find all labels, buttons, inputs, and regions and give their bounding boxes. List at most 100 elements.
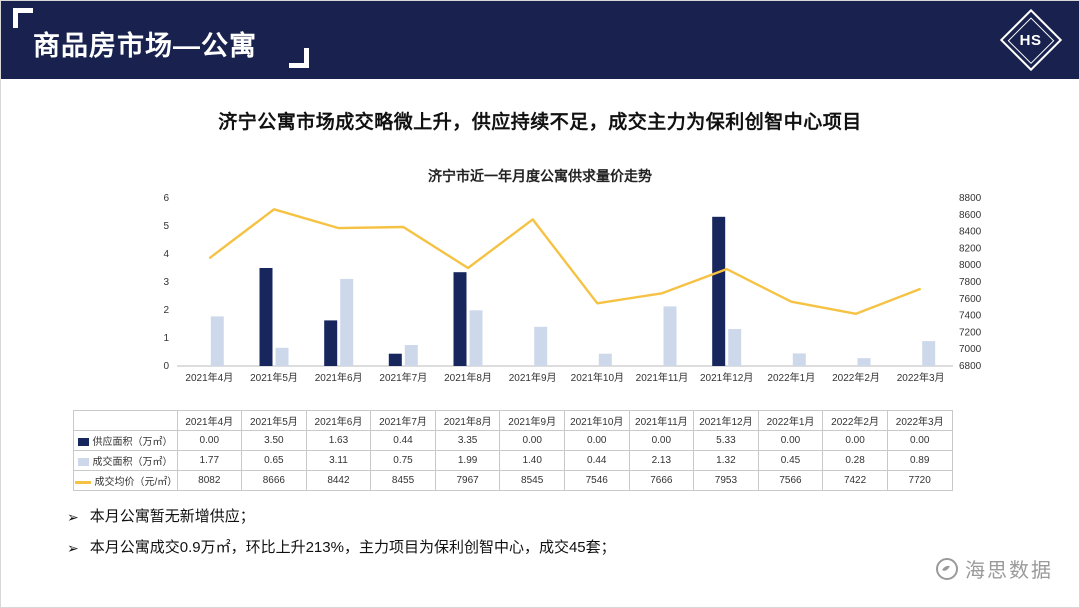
right-axis-tick: 6800 [959,361,982,372]
header-bar: 商品房市场—公寓 HS [1,1,1079,79]
right-axis-tick: 7800 [959,277,982,288]
right-axis-tick: 8600 [959,210,982,221]
table-month-header: 2021年4月 [176,410,243,431]
data-table: 2021年4月 2021年5月 2021年6月 2021年7月 2021年8月 2021年… [72,410,953,491]
supply-demand-price-chart: 0 1 2 3 4 5 6 6800 7000 7200 7400 7600 7800 8000 8200 8… [163,193,982,384]
table-value-cell: 1.32 [693,450,759,471]
deal-bar [404,345,418,366]
table-value-cell: 7967 [434,470,501,491]
logo-text: HS [1020,31,1042,49]
supply-bar [388,353,402,366]
table-value-cell: 3.11 [305,450,372,471]
table-value-cell: 0.65 [241,450,307,471]
x-axis-label: 2021年9月 [508,371,556,384]
x-axis-label: 2022年2月 [832,371,880,384]
table-value-cell: 0.00 [886,430,953,451]
right-axis-tick: 7400 [959,311,982,322]
table-month-header: 2021年11月 [628,410,695,431]
haisi-logo-icon [935,557,959,581]
table-value-cell: 8666 [241,470,307,491]
table-value-cell: 0.28 [822,450,888,471]
bullet-text: 本月公寓成交0.9万㎡，环比上升213%，主力项目为保利创智中心，成交45套； [89,539,616,556]
bar-legend-icon [77,458,89,467]
deal-bar [598,353,612,366]
bullet-text: 本月公寓暂无新增供应； [89,508,255,525]
deal-bar [275,347,288,366]
deal-bar [792,353,806,366]
watermark-text: 海思数据 [965,560,1053,582]
x-axis-label: 2021年12月 [699,371,752,384]
table-row-label: 成交面积（万㎡） [72,450,178,471]
bullet-arrow-icon: ➢ [67,509,79,525]
bullet-item: ➢ 本月公寓暂无新增供应； [67,507,1079,527]
table-value-cell: 8082 [176,470,243,491]
table-month-header: 2021年7月 [370,410,436,431]
left-axis-tick: 4 [163,249,169,260]
x-axis-label: 2021年8月 [444,371,492,384]
table-value-cell: 0.44 [370,430,436,451]
table-month-header: 2022年1月 [757,410,824,431]
headline: 济宁公寓市场成交略微上升，供应持续不足，成交主力为保利创智中心项目 [218,112,862,133]
table-value-cell: 1.63 [305,430,372,451]
table-corner-cell [72,410,178,431]
deal-bar [857,358,870,366]
table-value-cell: 7546 [563,470,630,491]
bullet-list: ➢ 本月公寓暂无新增供应； ➢ 本月公寓成交0.9万㎡，环比上升213%，主力项目为保… [67,507,1079,558]
right-axis-tick: 7200 [959,327,982,338]
deal-bar [210,316,224,366]
bullet-arrow-icon: ➢ [67,540,79,556]
supply-bar [453,272,466,366]
supply-bar [259,268,272,366]
chart-title: 济宁市近一年月度公寓供求量价走势 [428,168,652,184]
right-axis-tick: 7000 [959,344,982,355]
table-value-cell: 8455 [370,470,436,491]
table-month-header: 2021年8月 [434,410,501,431]
x-axis-label: 2021年7月 [379,371,427,384]
right-axis-tick: 7600 [959,294,982,305]
table-value-cell: 0.00 [628,430,695,451]
left-axis-tick: 0 [163,361,169,372]
table-row: 供应面积（万㎡） 0.00 3.50 1.63 0.44 3.35 0.00 0.00 0.00… [72,430,953,451]
x-axis-label: 2021年4月 [185,371,233,384]
corner-decoration-top-left-icon [13,8,33,28]
x-axis-label: 2021年5月 [250,371,298,384]
table-value-cell: 0.00 [176,430,243,451]
bar-legend-icon [77,438,89,447]
right-axis-tick: 8000 [959,260,982,271]
table-value-cell: 3.35 [434,430,501,451]
table-value-cell: 1.99 [434,450,501,471]
left-axis-tick: 2 [163,305,169,316]
watermark: 海思数据 [935,554,1053,583]
left-axis-tick: 5 [163,221,169,232]
table-value-cell: 7953 [693,470,759,491]
left-axis-tick: 6 [163,193,169,204]
table-month-header: 2022年2月 [822,410,888,431]
table-month-header: 2021年5月 [241,410,307,431]
table-value-cell: 7566 [757,470,824,491]
page-title: 商品房市场—公寓 [33,31,257,61]
right-axis-tick: 8200 [959,243,982,254]
table-value-cell: 7720 [886,470,953,491]
x-axis-label: 2021年10月 [570,371,623,384]
x-axis-label: 2022年3月 [896,371,944,384]
bullet-item: ➢ 本月公寓成交0.9万㎡，环比上升213%，主力项目为保利创智中心，成交45套； [67,538,1079,558]
table-value-cell: 8442 [305,470,372,491]
x-axis-label: 2022年1月 [767,371,815,384]
deal-bar [469,310,482,366]
deal-bar [921,341,935,366]
table-row-label: 成交均价（元/㎡） [72,470,178,491]
table-value-cell: 7422 [822,470,888,491]
right-axis-tick: 8400 [959,227,982,238]
price-line [208,208,921,316]
left-axis-tick: 3 [163,277,169,288]
table-value-cell: 0.89 [886,450,953,471]
table-value-cell: 1.40 [499,450,565,471]
table-month-header: 2021年12月 [693,410,759,431]
legend-label: 成交面积（万㎡） [92,457,173,468]
hs-diamond-logo-icon: HS [999,8,1063,72]
table-value-cell: 1.77 [176,450,243,471]
supply-bar [711,216,725,366]
deal-bar [663,306,676,366]
table-value-cell: 0.75 [370,450,436,471]
table-value-cell: 0.00 [499,430,565,451]
